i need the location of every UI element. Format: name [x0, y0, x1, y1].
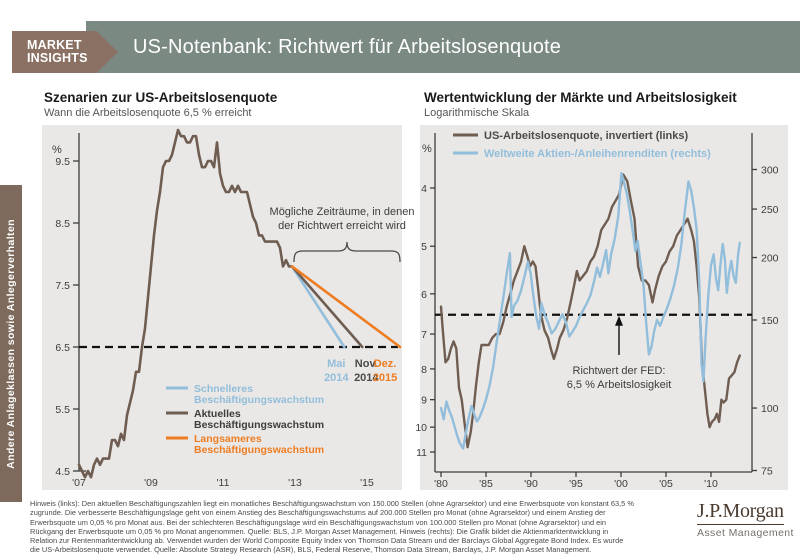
svg-text:8: 8 [421, 364, 427, 376]
jpmorgan-logo-subtitle: Asset Management [697, 527, 794, 539]
svg-text:7.5: 7.5 [55, 280, 70, 292]
svg-text:75: 75 [761, 466, 773, 478]
svg-text:'95: '95 [569, 478, 583, 490]
badge-line-1: MARKET [27, 37, 82, 52]
svg-text:200: 200 [761, 253, 779, 265]
footnote-line: Hinweis (links): Den aktuellen Beschäfti… [30, 499, 634, 508]
footnote-line: die US-Arbeitslosenquote verwendet. Quel… [30, 545, 592, 554]
svg-text:'11: '11 [217, 477, 230, 489]
jpmorgan-logo: J.P.Morgan Asset Management [697, 500, 794, 539]
unemployment-scenarios-chart: 4.5 5.5 6.5 7.5 8.5 9.5% '07 '09 '11 '13 '15 Mai 201… [42, 125, 414, 490]
footnote-line: zugrunde. Die verbesserte Beschäftigungs… [30, 508, 606, 518]
jpmorgan-logo-wordmark: J.P.Morgan [697, 500, 784, 525]
svg-text:2014: 2014 [324, 372, 349, 384]
svg-text:7: 7 [421, 329, 427, 341]
svg-text:2015: 2015 [373, 372, 397, 384]
svg-text:250: 250 [761, 204, 779, 216]
left-chart-subtitle: Wann die Arbeitslosenquote 6,5 % erreich… [44, 107, 252, 119]
svg-text:'85: '85 [479, 478, 493, 490]
svg-text:4: 4 [421, 183, 427, 195]
footnote-line: Relation zur Rentenmarktentwicklung ab. … [30, 536, 624, 546]
svg-text:Beschäftigungswachstum: Beschäftigungswachstum [194, 394, 324, 406]
header-banner [86, 21, 800, 73]
svg-text:'15: '15 [360, 477, 374, 489]
svg-text:%: % [422, 143, 432, 155]
svg-text:10: 10 [415, 422, 427, 434]
right-chart-subtitle: Logarithmische Skala [424, 107, 530, 119]
svg-text:Nov.: Nov. [355, 358, 378, 370]
svg-text:6: 6 [421, 289, 427, 301]
svg-text:4.5: 4.5 [55, 466, 70, 478]
svg-text:100: 100 [761, 403, 779, 415]
svg-text:6.5: 6.5 [55, 342, 70, 354]
svg-text:Schnelleres: Schnelleres [194, 383, 253, 395]
footnote: Hinweis (links): Den aktuellen Beschäfti… [30, 499, 685, 554]
right-chart-title: Wertentwicklung der Märkte und Arbeitslo… [424, 90, 737, 105]
svg-text:%: % [52, 144, 62, 156]
svg-text:Richtwert der FED:: Richtwert der FED: [573, 365, 666, 377]
svg-text:Langsameres: Langsameres [194, 433, 262, 445]
svg-text:Dez.: Dez. [374, 358, 397, 370]
markets-unemployment-chart: 4 5 6 7 8 9 10 11% 300 250 200 150 100 75 '80 '85 '90 '95… [415, 125, 788, 490]
svg-text:'07: '07 [72, 477, 86, 489]
svg-text:2014: 2014 [354, 372, 379, 384]
svg-text:Mai: Mai [327, 358, 345, 370]
svg-text:US-Arbeitslosenquote, invertie: US-Arbeitslosenquote, invertiert (links) [484, 130, 688, 142]
footnote-line: Rückgang der Erwerbsquote um 0,05 % pro … [30, 526, 609, 536]
svg-text:5: 5 [421, 241, 427, 253]
sidebar-category-label: Andere Anlageklassen sowie Anlegerverhal… [5, 218, 17, 469]
svg-text:11: 11 [416, 447, 427, 459]
svg-text:'00: '00 [614, 478, 628, 490]
sidebar-category-bar: Andere Anlageklassen sowie Anlegerverhal… [0, 185, 22, 502]
svg-text:6,5 % Arbeitslosigkeit: 6,5 % Arbeitslosigkeit [567, 379, 672, 391]
svg-text:der Richtwert erreicht wird: der Richtwert erreicht wird [278, 220, 406, 232]
svg-text:5.5: 5.5 [55, 404, 70, 416]
svg-text:Mögliche Zeiträume, in denen: Mögliche Zeiträume, in denen [270, 206, 415, 218]
svg-text:'90: '90 [524, 478, 538, 490]
svg-text:150: 150 [761, 315, 779, 327]
svg-text:9: 9 [421, 395, 427, 407]
badge-line-2: INSIGHTS [27, 51, 88, 65]
left-chart-title: Szenarien zur US-Arbeitslosenquote [44, 90, 278, 105]
svg-text:9.5: 9.5 [55, 156, 70, 168]
svg-text:Weltweite Aktien-/Anleihenrend: Weltweite Aktien-/Anleihenrenditen (rech… [484, 148, 711, 160]
svg-text:8.5: 8.5 [55, 218, 70, 230]
market-insights-badge: MARKET INSIGHTS [12, 31, 118, 73]
page-title: US-Notenbank: Richtwert für Arbeitslosen… [133, 35, 562, 58]
svg-text:'10: '10 [704, 478, 718, 490]
svg-text:'13: '13 [288, 477, 302, 489]
svg-text:Beschäftigungswachstum: Beschäftigungswachstum [194, 419, 324, 431]
svg-text:Beschäftigungswachstum: Beschäftigungswachstum [194, 444, 324, 456]
svg-text:Aktuelles: Aktuelles [194, 408, 241, 420]
svg-text:'05: '05 [659, 478, 673, 490]
svg-text:'80: '80 [434, 478, 448, 490]
svg-text:300: 300 [761, 164, 779, 176]
svg-text:'09: '09 [144, 477, 158, 489]
footnote-line: Erwerbsquote um 0,05 % pro Monat aus. Be… [30, 517, 606, 527]
